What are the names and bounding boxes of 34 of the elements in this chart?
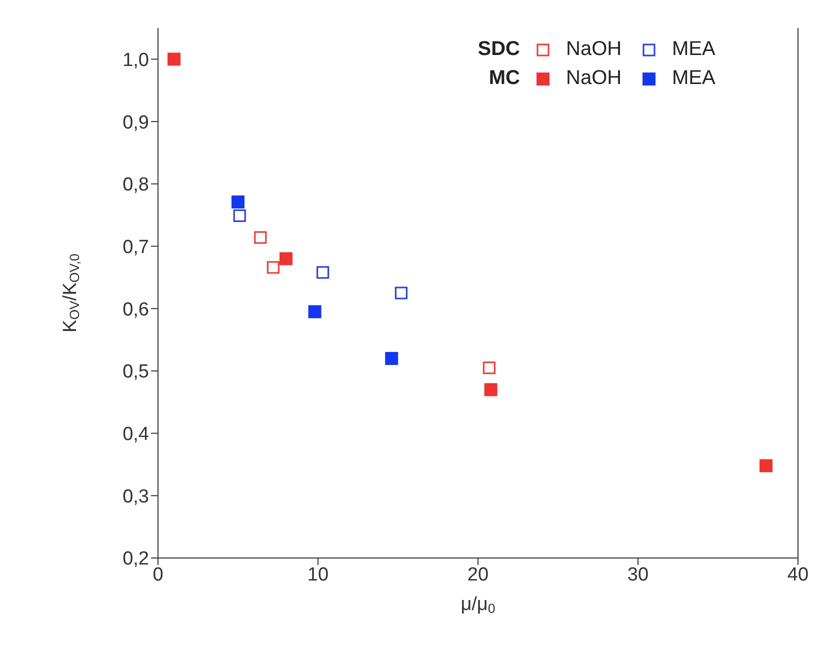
point bbox=[254, 231, 267, 244]
y-tick-label: 1,0 bbox=[122, 50, 149, 71]
annotation: SDC bbox=[476, 38, 521, 61]
y-tick-label: 0,4 bbox=[122, 424, 150, 446]
point bbox=[266, 261, 280, 274]
x-tick-label: 40 bbox=[787, 564, 809, 586]
y-tick-label: 0,8 bbox=[122, 174, 149, 196]
point bbox=[233, 209, 246, 222]
x-tick-label: 10 bbox=[307, 564, 329, 586]
point bbox=[394, 286, 408, 300]
legend-label: MEA bbox=[671, 67, 716, 90]
point bbox=[484, 383, 498, 396]
legend-label: MEA bbox=[671, 38, 716, 61]
y-tick-label: 0,2 bbox=[122, 548, 149, 570]
x-tick-label: 20 bbox=[467, 564, 489, 586]
x-axis-title: μ/μ$_{0}$ bbox=[460, 594, 496, 616]
x-tick-label: 30 bbox=[627, 564, 649, 586]
point bbox=[385, 352, 398, 365]
point bbox=[232, 195, 244, 208]
point bbox=[168, 52, 180, 66]
y-tick-label: 0,5 bbox=[122, 362, 149, 383]
point bbox=[308, 305, 322, 318]
legend-label: NaOH bbox=[565, 67, 623, 90]
y-tick-label: 0,9 bbox=[122, 112, 149, 134]
x-tick-label: 0 bbox=[152, 564, 164, 586]
y-tick-label: 0,7 bbox=[122, 236, 149, 258]
point bbox=[482, 362, 496, 374]
y-tick-label: 0,3 bbox=[122, 486, 149, 508]
point bbox=[316, 266, 330, 279]
point bbox=[760, 459, 772, 472]
annotation: MC bbox=[488, 67, 521, 90]
point bbox=[280, 252, 292, 266]
y-tick-label: 0,6 bbox=[122, 299, 149, 320]
legend-label: NaOH bbox=[565, 38, 623, 61]
